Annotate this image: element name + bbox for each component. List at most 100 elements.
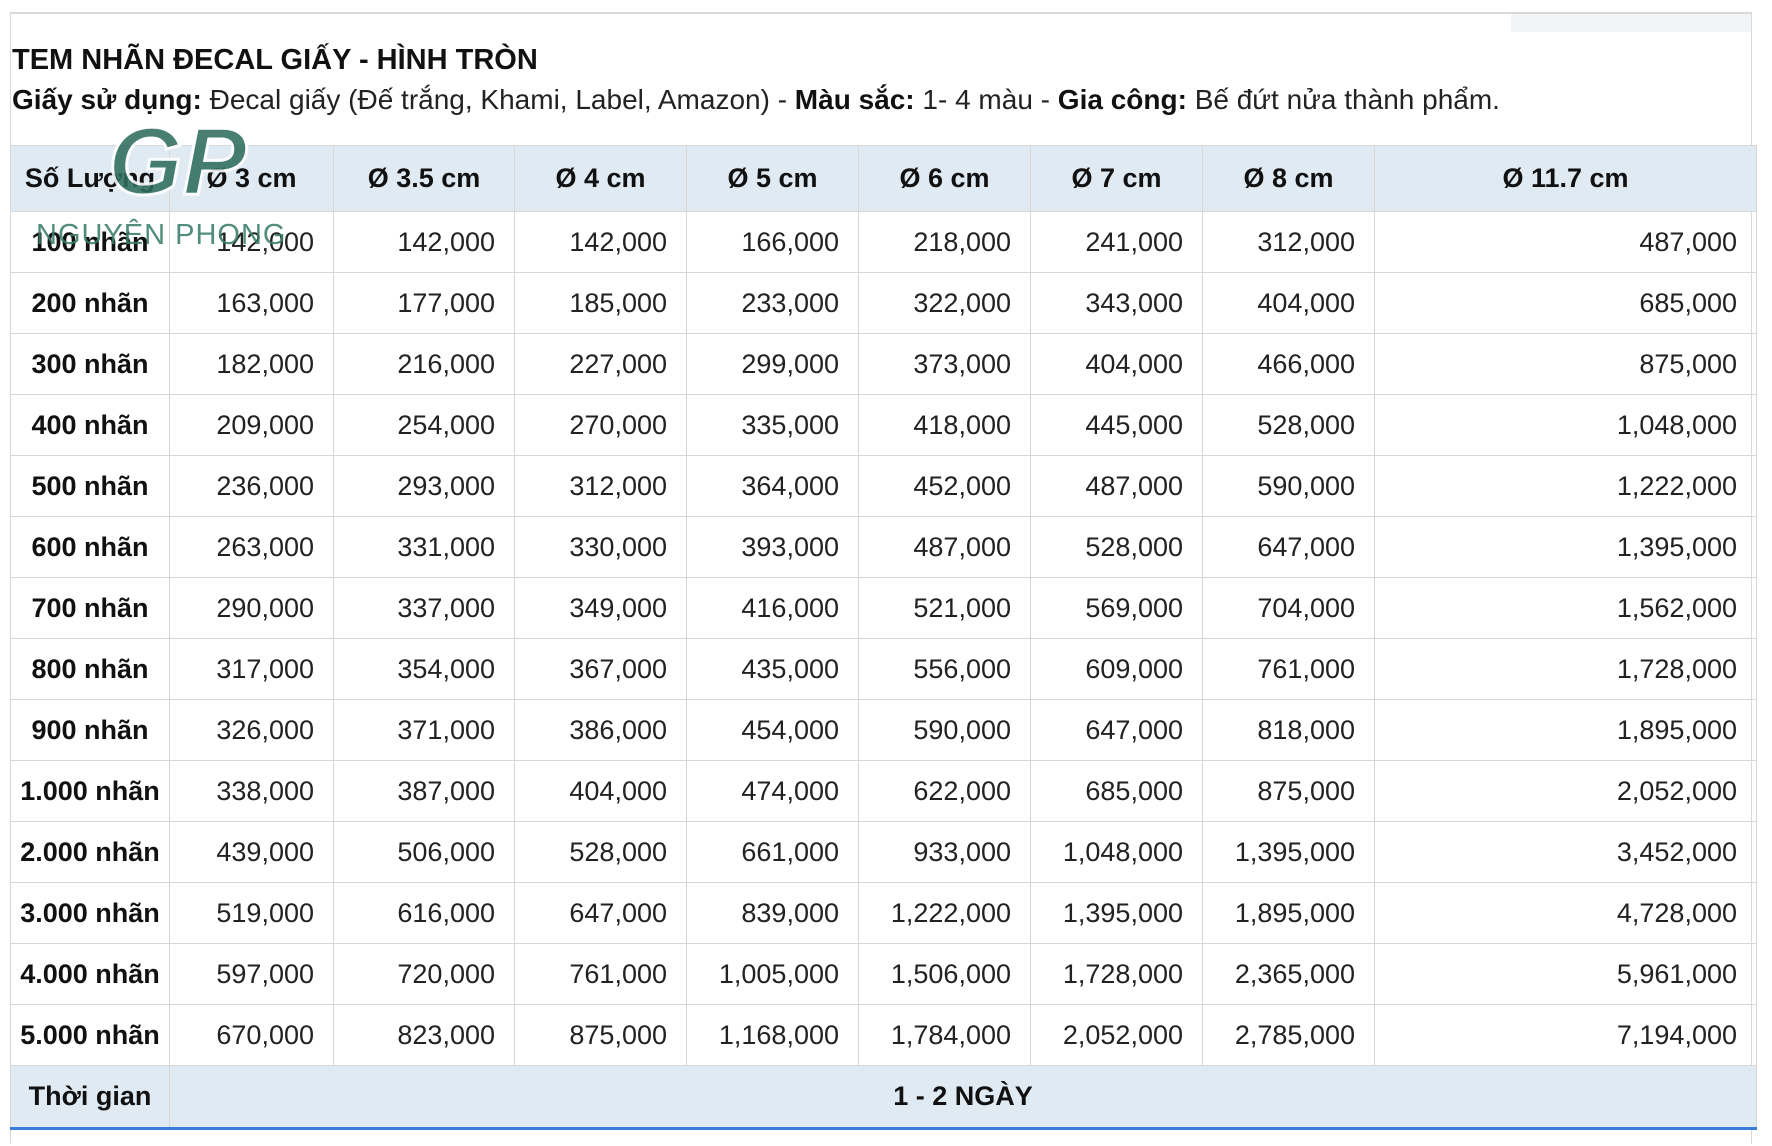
price-cell: 466,000 <box>1202 333 1375 395</box>
price-cell: 404,000 <box>1202 272 1375 334</box>
price-cell: 330,000 <box>514 516 687 578</box>
quantity-cell: 500 nhãn <box>10 455 170 517</box>
table-row: 500 nhãn 236,000 293,000 312,000 364,000 452,… <box>10 455 1757 517</box>
quantity-cell: 3.000 nhãn <box>10 882 170 944</box>
price-cell: 337,000 <box>333 577 515 639</box>
price-cell: 506,000 <box>333 821 515 883</box>
price-cell: 528,000 <box>1202 394 1375 456</box>
table-row: 100 nhãn 142,000 142,000 142,000 166,000 218,… <box>10 211 1757 273</box>
page-title: TEM NHÃN ĐECAL GIẤY - HÌNH TRÒN <box>12 44 538 76</box>
header-size: Ø 6 cm <box>858 145 1031 212</box>
processing-label: Gia công: <box>1057 84 1187 115</box>
price-cell: 439,000 <box>169 821 334 883</box>
price-cell: 317,000 <box>169 638 334 700</box>
paper-label: Giấy sử dụng: <box>12 84 202 115</box>
price-cell: 299,000 <box>686 333 859 395</box>
table-row: 2.000 nhãn 439,000 506,000 528,000 661,000 93… <box>10 821 1757 883</box>
quantity-cell: 2.000 nhãn <box>10 821 170 883</box>
price-cell: 1,562,000 <box>1374 577 1757 639</box>
price-cell: 343,000 <box>1030 272 1203 334</box>
price-cell: 875,000 <box>1202 760 1375 822</box>
price-cell: 685,000 <box>1030 760 1203 822</box>
price-cell: 2,785,000 <box>1202 1004 1375 1066</box>
price-cell: 1,728,000 <box>1374 638 1757 700</box>
price-cell: 1,048,000 <box>1030 821 1203 883</box>
price-cell: 661,000 <box>686 821 859 883</box>
table-row: 800 nhãn 317,000 354,000 367,000 435,000 556,… <box>10 638 1757 700</box>
header-size: Ø 5 cm <box>686 145 859 212</box>
price-cell: 839,000 <box>686 882 859 944</box>
price-cell: 1,395,000 <box>1030 882 1203 944</box>
price-cell: 404,000 <box>1030 333 1203 395</box>
header-size: Ø 11.7 cm <box>1374 145 1757 212</box>
price-cell: 371,000 <box>333 699 515 761</box>
price-cell: 1,168,000 <box>686 1004 859 1066</box>
price-cell: 386,000 <box>514 699 687 761</box>
price-cell: 4,728,000 <box>1374 882 1757 944</box>
paper-value: Đecal giấy (Đế trắng, Khami, Label, Amaz… <box>201 84 795 115</box>
price-cell: 5,961,000 <box>1374 943 1757 1005</box>
quantity-cell: 800 nhãn <box>10 638 170 700</box>
price-cell: 590,000 <box>858 699 1031 761</box>
price-cell: 209,000 <box>169 394 334 456</box>
header-row: Số Lượng Ø 3 cm Ø 3.5 cm Ø 4 cm Ø 5 cm Ø 6 cm… <box>10 145 1757 212</box>
price-cell: 331,000 <box>333 516 515 578</box>
table-row: 600 nhãn 263,000 331,000 330,000 393,000 487,… <box>10 516 1757 578</box>
price-cell: 1,048,000 <box>1374 394 1757 456</box>
price-cell: 418,000 <box>858 394 1031 456</box>
price-cell: 1,728,000 <box>1030 943 1203 1005</box>
price-table: Số Lượng Ø 3 cm Ø 3.5 cm Ø 4 cm Ø 5 cm Ø 6 cm… <box>10 145 1757 1130</box>
price-cell: 609,000 <box>1030 638 1203 700</box>
price-cell: 2,052,000 <box>1030 1004 1203 1066</box>
price-cell: 569,000 <box>1030 577 1203 639</box>
price-cell: 163,000 <box>169 272 334 334</box>
price-cell: 761,000 <box>514 943 687 1005</box>
price-cell: 354,000 <box>333 638 515 700</box>
header-size: Ø 3 cm <box>169 145 334 212</box>
delivery-time: 1 - 2 NGÀY <box>169 1065 1757 1130</box>
price-cell: 166,000 <box>686 211 859 273</box>
processing-value: Bế đứt nửa thành phẩm. <box>1186 84 1500 115</box>
price-cell: 293,000 <box>333 455 515 517</box>
price-cell: 322,000 <box>858 272 1031 334</box>
price-cell: 435,000 <box>686 638 859 700</box>
price-cell: 556,000 <box>858 638 1031 700</box>
price-cell: 1,784,000 <box>858 1004 1031 1066</box>
header-size: Ø 4 cm <box>514 145 687 212</box>
price-cell: 233,000 <box>686 272 859 334</box>
table-row: 1.000 nhãn 338,000 387,000 404,000 474,000 62… <box>10 760 1757 822</box>
price-cell: 487,000 <box>858 516 1031 578</box>
price-cell: 373,000 <box>858 333 1031 395</box>
price-cell: 1,222,000 <box>858 882 1031 944</box>
price-cell: 142,000 <box>514 211 687 273</box>
quantity-cell: 4.000 nhãn <box>10 943 170 1005</box>
price-cell: 177,000 <box>333 272 515 334</box>
price-cell: 338,000 <box>169 760 334 822</box>
price-cell: 933,000 <box>858 821 1031 883</box>
price-cell: 312,000 <box>514 455 687 517</box>
price-cell: 185,000 <box>514 272 687 334</box>
price-cell: 326,000 <box>169 699 334 761</box>
price-cell: 364,000 <box>686 455 859 517</box>
quantity-cell: 5.000 nhãn <box>10 1004 170 1066</box>
price-cell: 270,000 <box>514 394 687 456</box>
table-row: 4.000 nhãn 597,000 720,000 761,000 1,005,000… <box>10 943 1757 1005</box>
price-cell: 647,000 <box>514 882 687 944</box>
table-row: 300 nhãn 182,000 216,000 227,000 299,000 373,… <box>10 333 1757 395</box>
price-cell: 1,395,000 <box>1374 516 1757 578</box>
price-cell: 875,000 <box>514 1004 687 1066</box>
table-row: 700 nhãn 290,000 337,000 349,000 416,000 521,… <box>10 577 1757 639</box>
price-cell: 590,000 <box>1202 455 1375 517</box>
price-cell: 704,000 <box>1202 577 1375 639</box>
price-cell: 2,052,000 <box>1374 760 1757 822</box>
color-value: 1- 4 màu - <box>914 84 1058 115</box>
price-cell: 761,000 <box>1202 638 1375 700</box>
table-row: 900 nhãn 326,000 371,000 386,000 454,000 590,… <box>10 699 1757 761</box>
price-cell: 670,000 <box>169 1004 334 1066</box>
price-cell: 254,000 <box>333 394 515 456</box>
header-quantity: Số Lượng <box>10 145 170 212</box>
price-cell: 1,005,000 <box>686 943 859 1005</box>
price-cell: 487,000 <box>1374 211 1757 273</box>
price-cell: 142,000 <box>169 211 334 273</box>
price-cell: 452,000 <box>858 455 1031 517</box>
